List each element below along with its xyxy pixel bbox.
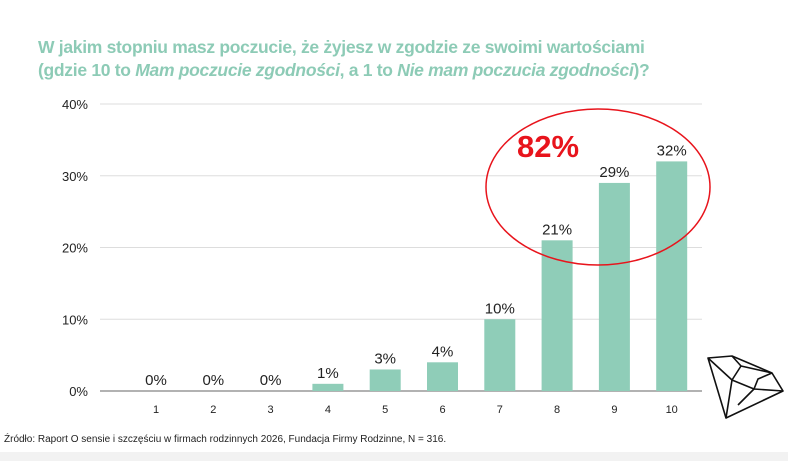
y-tick-label: 10% xyxy=(62,312,88,327)
title-part: , a 1 to xyxy=(339,60,398,80)
title-line-2: (gdzie 10 to Mam poczucie zgodności, a 1… xyxy=(38,59,650,82)
data-label: 0% xyxy=(260,372,282,389)
bar xyxy=(427,362,458,391)
title-line-1: W jakim stopniu masz poczucie, że żyjesz… xyxy=(38,37,645,57)
diamond-icon xyxy=(707,355,784,419)
title-part: Nie mam poczucia zgodności xyxy=(397,60,634,80)
y-tick-label: 40% xyxy=(62,97,88,112)
x-tick-label: 7 xyxy=(497,404,503,416)
x-tick-label: 5 xyxy=(382,404,388,416)
x-tick-label: 4 xyxy=(325,404,331,416)
bar xyxy=(656,161,688,391)
title-part: )? xyxy=(633,60,650,80)
x-tick-label: 6 xyxy=(439,404,445,416)
highlight-label: 82% xyxy=(517,129,579,164)
data-label: 3% xyxy=(374,350,396,367)
data-label: 0% xyxy=(202,372,224,389)
y-tick-label: 20% xyxy=(62,241,88,256)
bar xyxy=(598,182,630,391)
x-tick-label: 2 xyxy=(210,404,216,416)
y-tick-label: 0% xyxy=(69,384,88,399)
title-part: (gdzie 10 to xyxy=(38,60,136,80)
x-tick-label: 8 xyxy=(554,404,560,416)
bar xyxy=(369,369,401,391)
data-label: 4% xyxy=(432,343,454,360)
title-part: Mam poczucie zgodności xyxy=(135,60,340,80)
data-label: 1% xyxy=(317,365,339,382)
data-label: 0% xyxy=(145,372,167,389)
highlight-ellipse xyxy=(485,108,711,266)
x-tick-label: 9 xyxy=(611,404,617,416)
bar xyxy=(484,319,516,391)
data-label: 21% xyxy=(542,221,572,238)
source-note: Źródło: Raport O sensie i szczęściu w fi… xyxy=(4,434,447,445)
x-tick-label: 3 xyxy=(268,404,274,416)
data-label: 29% xyxy=(599,164,629,181)
bar xyxy=(312,383,344,391)
x-tick-label: 1 xyxy=(153,404,159,416)
bottom-strip xyxy=(0,452,788,461)
bar xyxy=(541,240,573,391)
data-label: 10% xyxy=(485,300,515,317)
data-label: 32% xyxy=(657,142,687,159)
chart-title: W jakim stopniu masz poczucie, że żyjesz… xyxy=(38,36,650,82)
x-tick-label: 10 xyxy=(666,404,678,416)
y-tick-label: 30% xyxy=(62,169,88,184)
